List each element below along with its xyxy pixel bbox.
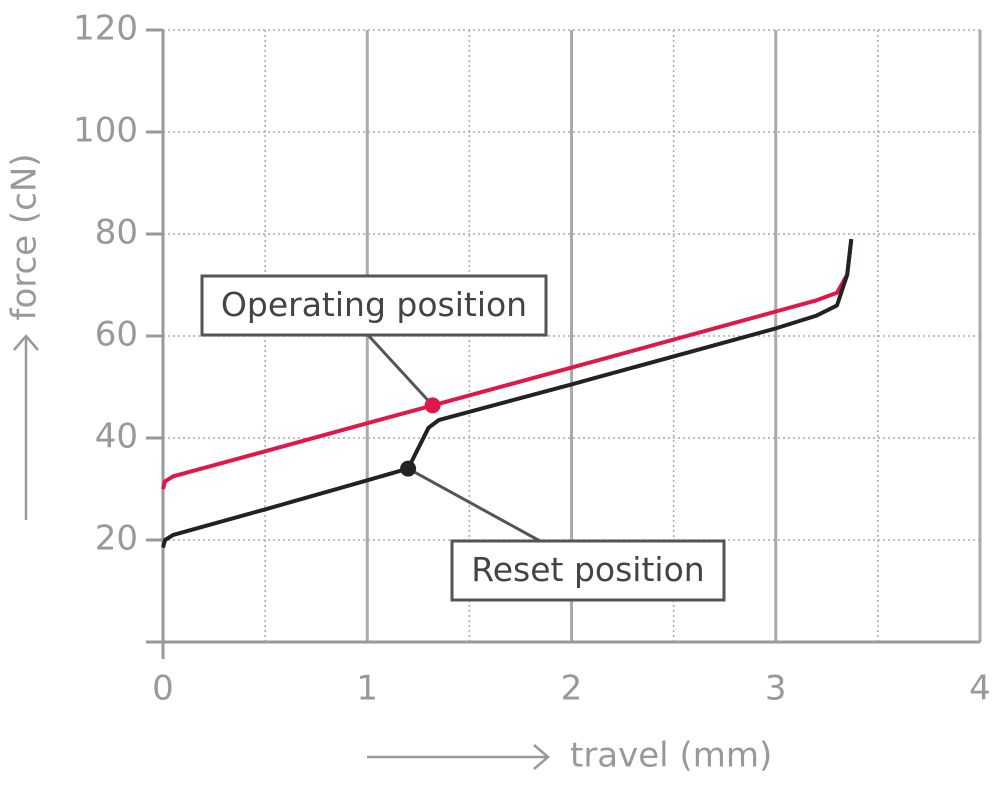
annotation-leader xyxy=(407,467,541,543)
x-tick-label: 3 xyxy=(765,669,787,709)
y-tick-label: 20 xyxy=(95,519,138,559)
x-tick-label: 0 xyxy=(152,669,174,709)
axis-arrows xyxy=(13,334,550,770)
x-tick-label: 4 xyxy=(969,669,991,709)
y-tick-label: 80 xyxy=(95,213,138,253)
annotation-box xyxy=(200,274,548,337)
y-tick-label: 60 xyxy=(95,315,138,355)
line-series xyxy=(161,238,854,549)
annotation-text: Operating position xyxy=(221,285,527,324)
y-tick-label: 100 xyxy=(73,111,138,151)
annotation-box xyxy=(450,539,726,602)
annotation-text: Reset position xyxy=(471,550,704,589)
line-series xyxy=(161,238,854,490)
annotation-point xyxy=(400,460,417,477)
y-tick-label: 120 xyxy=(73,9,138,49)
x-tick-label: 1 xyxy=(356,669,378,709)
x-axis-label: travel (mm) xyxy=(570,736,772,776)
y-axis-label: force (cN) xyxy=(5,153,45,320)
annotation-point xyxy=(424,397,441,414)
annotation-leader xyxy=(366,333,434,407)
x-tick-label: 2 xyxy=(561,669,583,709)
y-tick-label: 40 xyxy=(95,417,138,457)
